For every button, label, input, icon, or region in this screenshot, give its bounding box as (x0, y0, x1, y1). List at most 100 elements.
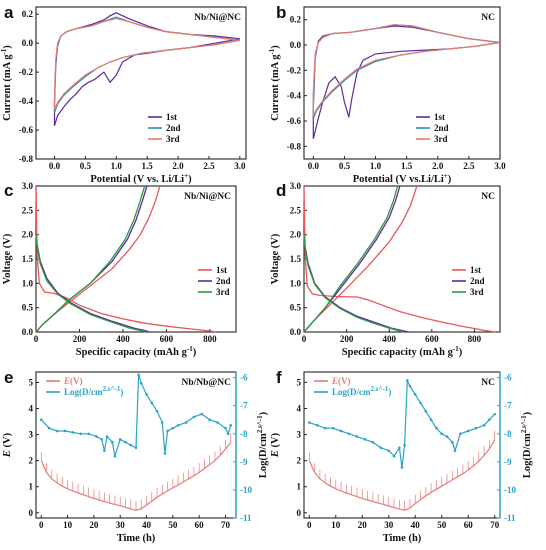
data-point (405, 379, 409, 382)
data-point (113, 454, 117, 458)
data-point (150, 401, 154, 405)
data-point (63, 429, 67, 433)
y-tick-label: -0.6 (19, 125, 34, 135)
y-tick-label: 0.0 (290, 40, 302, 50)
data-point (307, 421, 311, 424)
y-tick-label: 0.0 (290, 327, 302, 337)
y-tick-label: -0.4 (19, 96, 34, 106)
y-tick-label: 4 (297, 404, 302, 414)
y-tick-label: 2.0 (290, 230, 302, 240)
x-tick-label: 10 (63, 520, 73, 530)
x-tick-label: 2.0 (172, 161, 184, 171)
series-line-0 (40, 442, 232, 511)
legend-label: E(V) (63, 376, 83, 386)
data-point (419, 401, 422, 405)
y-axis-label: E (V) (2, 432, 13, 458)
x-tick-label: 200 (73, 334, 87, 344)
series-line-3rd-charge (35, 185, 146, 333)
series-line-0 (308, 439, 496, 511)
x-tick-label: 2.0 (432, 161, 444, 171)
data-point (445, 435, 449, 438)
data-point (355, 435, 359, 438)
legend-label: 2nd (166, 123, 181, 133)
panel-title: NC (481, 378, 495, 388)
x-axis-label: Potential (V vs. Li/Li+) (90, 172, 192, 185)
x-tick-label: 1.0 (111, 161, 123, 171)
plot-frame (35, 185, 237, 333)
y-tick-label: 0 (297, 508, 302, 518)
data-point (176, 424, 180, 427)
y-axis-label: Voltage (V) (270, 233, 281, 284)
y-right-tick-label: -10 (240, 485, 252, 495)
y-tick-label: 0.0 (22, 327, 34, 337)
x-tick-label: 0 (302, 334, 307, 344)
y-right-axis-label: Log(D/cm2.s^-1) (520, 411, 533, 478)
data-point (451, 440, 454, 444)
y-axis-label: Current (mA g-1) (268, 45, 281, 121)
y-tick-label: 0.5 (22, 303, 34, 313)
data-point (493, 412, 497, 416)
x-tick-label: 50 (168, 520, 178, 530)
x-tick-label: 400 (116, 334, 130, 344)
data-point (103, 449, 106, 452)
data-point (379, 446, 383, 450)
x-axis-label: Time (h) (117, 533, 156, 544)
series-line-1st-charge (35, 185, 161, 333)
panel-letter: e (4, 368, 13, 387)
data-point (474, 426, 478, 430)
series-line-1 (53, 16, 240, 113)
y-right-tick-label: -8 (504, 429, 512, 439)
series-line-3rd-discharge (303, 234, 405, 333)
panel-letter: a (4, 3, 14, 22)
y-tick-label: 0.5 (290, 303, 302, 313)
data-point (216, 421, 219, 424)
x-tick-label: 60 (464, 520, 474, 530)
y-tick-label: 1.0 (290, 278, 302, 288)
x-tick-label: 0.0 (49, 161, 61, 171)
x-tick-label: 0.0 (308, 161, 320, 171)
legend-label: Log(D/cm2.s^-1) (64, 385, 123, 397)
data-point (363, 438, 367, 441)
data-point (79, 432, 83, 436)
data-point (163, 452, 167, 455)
data-point (435, 426, 438, 430)
x-tick-label: 1.5 (142, 161, 154, 171)
data-point (229, 424, 233, 427)
data-point (95, 435, 98, 438)
data-point (400, 466, 404, 469)
y-axis-label: Current (mA g-1) (0, 45, 13, 121)
data-point (323, 426, 327, 430)
data-point (47, 426, 51, 430)
legend-label: 3rd (166, 134, 180, 144)
data-point (155, 410, 159, 413)
y-tick-label: 1.5 (22, 254, 34, 264)
data-point (134, 446, 138, 450)
data-point (398, 446, 401, 450)
panel-letter: f (276, 368, 282, 387)
x-axis-label: Potential (V vs.Li/Li+) (353, 172, 452, 185)
data-point (166, 429, 169, 433)
legend-label: 2nd (470, 276, 485, 286)
y-tick-label: 3.0 (290, 181, 302, 191)
y-tick-label: -0.8 (19, 154, 34, 164)
x-tick-label: 1.0 (370, 161, 382, 171)
x-tick-label: 0 (34, 334, 39, 344)
y-tick-label: 0.2 (290, 15, 302, 25)
y-tick-label: 2 (29, 456, 34, 466)
y-tick-label: 5 (297, 377, 302, 387)
data-point (111, 440, 114, 444)
x-tick-label: 800 (468, 334, 482, 344)
y-tick-label: 3 (29, 430, 34, 440)
data-point (387, 449, 391, 452)
data-point (331, 426, 335, 430)
y-tick-label: 2.0 (22, 230, 34, 240)
data-point (424, 410, 428, 413)
legend-label: 1st (216, 265, 227, 275)
data-point (458, 432, 462, 436)
x-axis-label: Specific capacity (mAh g-1) (76, 345, 197, 358)
legend-label: 1st (166, 112, 177, 122)
series-line-1st-discharge (303, 185, 496, 333)
data-point (100, 438, 104, 441)
y-right-tick-label: -11 (504, 513, 516, 523)
